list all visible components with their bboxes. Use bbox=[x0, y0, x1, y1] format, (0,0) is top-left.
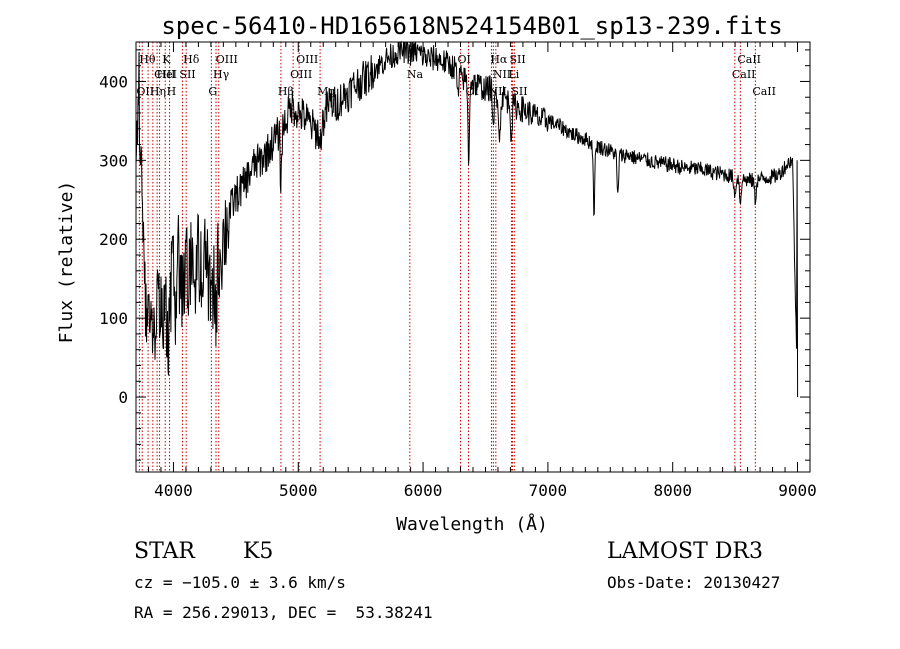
observation-date: Obs-Date: 20130427 bbox=[607, 573, 781, 592]
x-axis: 4000 5000 6000 7000 8000 9000 bbox=[135, 42, 817, 500]
line-marker-label: CIII bbox=[154, 68, 175, 81]
spectral-subclass: K5 bbox=[243, 539, 274, 564]
line-marker-label: NII bbox=[493, 68, 511, 81]
line-marker-label: Li bbox=[508, 68, 519, 81]
line-marker-label: Hη bbox=[150, 85, 166, 98]
line-marker-label: OI bbox=[458, 53, 471, 66]
line-marker-label: CaII bbox=[752, 85, 776, 98]
spectrum-line bbox=[135, 40, 799, 398]
line-marker-label: OII bbox=[136, 85, 154, 98]
line-marker-labels: OIIHθHηCIIIHeIKHSIIHδGHγOIIIHβOIIIOIIIMg… bbox=[136, 53, 776, 98]
x-tick-label: 6000 bbox=[404, 481, 443, 500]
y-tick-label: 400 bbox=[99, 72, 128, 91]
redshift-readout: cz = −105.0 ± 3.6 km/s bbox=[134, 573, 346, 592]
line-marker-label: Na bbox=[407, 68, 424, 81]
line-marker-label: K bbox=[162, 53, 171, 66]
object-type: STAR bbox=[134, 539, 195, 564]
line-marker-label: CaII bbox=[732, 68, 756, 81]
line-marker-label: Hδ bbox=[183, 53, 200, 66]
y-tick-label: 0 bbox=[118, 388, 128, 407]
x-tick-label: 9000 bbox=[778, 481, 817, 500]
y-axis: 0 100 200 300 400 bbox=[99, 49, 810, 461]
line-marker-label: OIII bbox=[290, 68, 312, 81]
line-marker-label: OIII bbox=[216, 53, 238, 66]
y-tick-label: 300 bbox=[99, 151, 128, 170]
y-tick-label: 100 bbox=[99, 309, 128, 328]
y-tick-label: 200 bbox=[99, 230, 128, 249]
plot-frame bbox=[135, 41, 811, 473]
line-markers bbox=[138, 42, 756, 472]
line-marker-label: HeI bbox=[157, 68, 177, 81]
line-marker-label: Hα bbox=[490, 53, 508, 66]
survey-name: LAMOST DR3 bbox=[607, 539, 763, 564]
line-marker-label: Hθ bbox=[139, 53, 156, 66]
line-marker-label: Hβ bbox=[278, 85, 294, 98]
line-marker-label: SII bbox=[179, 68, 195, 81]
line-marker-label: H bbox=[167, 85, 177, 98]
x-tick-label: 5000 bbox=[279, 481, 318, 500]
x-tick-label: 7000 bbox=[529, 481, 568, 500]
line-marker-label: Hγ bbox=[213, 68, 230, 81]
x-tick-label: 4000 bbox=[154, 481, 193, 500]
line-marker-label: CaII bbox=[737, 53, 761, 66]
y-axis-label: Flux (relative) bbox=[56, 181, 77, 344]
x-tick-label: 8000 bbox=[653, 481, 692, 500]
coordinates-readout: RA = 256.29013, DEC = 53.38241 bbox=[134, 603, 433, 622]
chart-title: spec-56410-HD165618N524154B01_sp13-239.f… bbox=[161, 12, 782, 40]
line-marker-label: G bbox=[208, 85, 217, 98]
line-marker-label: OIII bbox=[296, 53, 318, 66]
x-axis-label: Wavelength (Å) bbox=[396, 513, 548, 535]
line-marker-label: SII bbox=[509, 53, 525, 66]
